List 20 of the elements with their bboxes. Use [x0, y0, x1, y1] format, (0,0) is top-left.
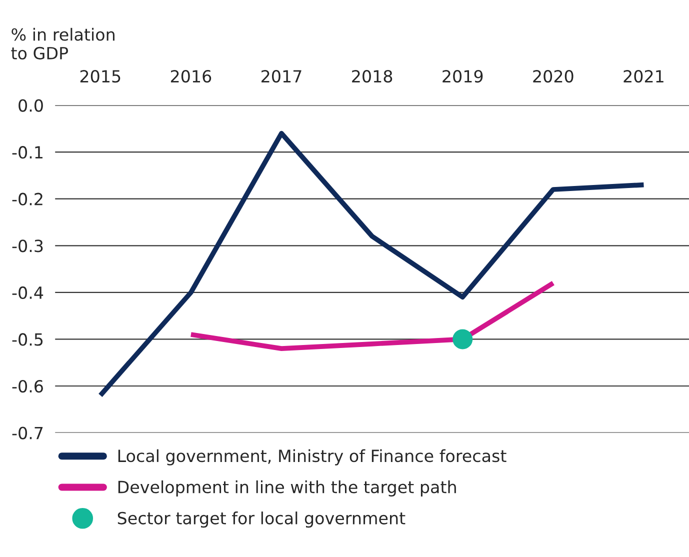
line-series	[188, 280, 556, 351]
legend-label: Sector target for local government	[118, 512, 406, 528]
x-tick-label: 2021	[624, 70, 664, 83]
x-tick-label: 2016	[170, 70, 212, 83]
y-tick-label: -0.1	[12, 146, 42, 159]
y-tick-label: -0.6	[12, 380, 43, 393]
y-tick-label: 0.0	[18, 99, 43, 112]
y-tick-label: -0.4	[12, 286, 44, 299]
x-tick-label: 2015	[80, 70, 120, 83]
x-tick-label: 2017	[262, 70, 302, 83]
y-axis-title: % in relation to GDP	[11, 28, 114, 60]
y-tick-label: -0.7	[12, 426, 43, 440]
y-tick-label: -0.3	[12, 240, 43, 252]
legend-label: Local government, Ministry of Finance forecast	[118, 449, 506, 466]
y-tick-label: -0.5	[12, 333, 43, 346]
x-tick-label: 2019	[442, 70, 483, 83]
legend-label: Development in line with the target path	[118, 480, 456, 497]
y-tick-label: -0.2	[12, 192, 42, 206]
x-tick-label: 2020	[533, 70, 574, 83]
x-tick-label: 2018	[352, 70, 392, 83]
